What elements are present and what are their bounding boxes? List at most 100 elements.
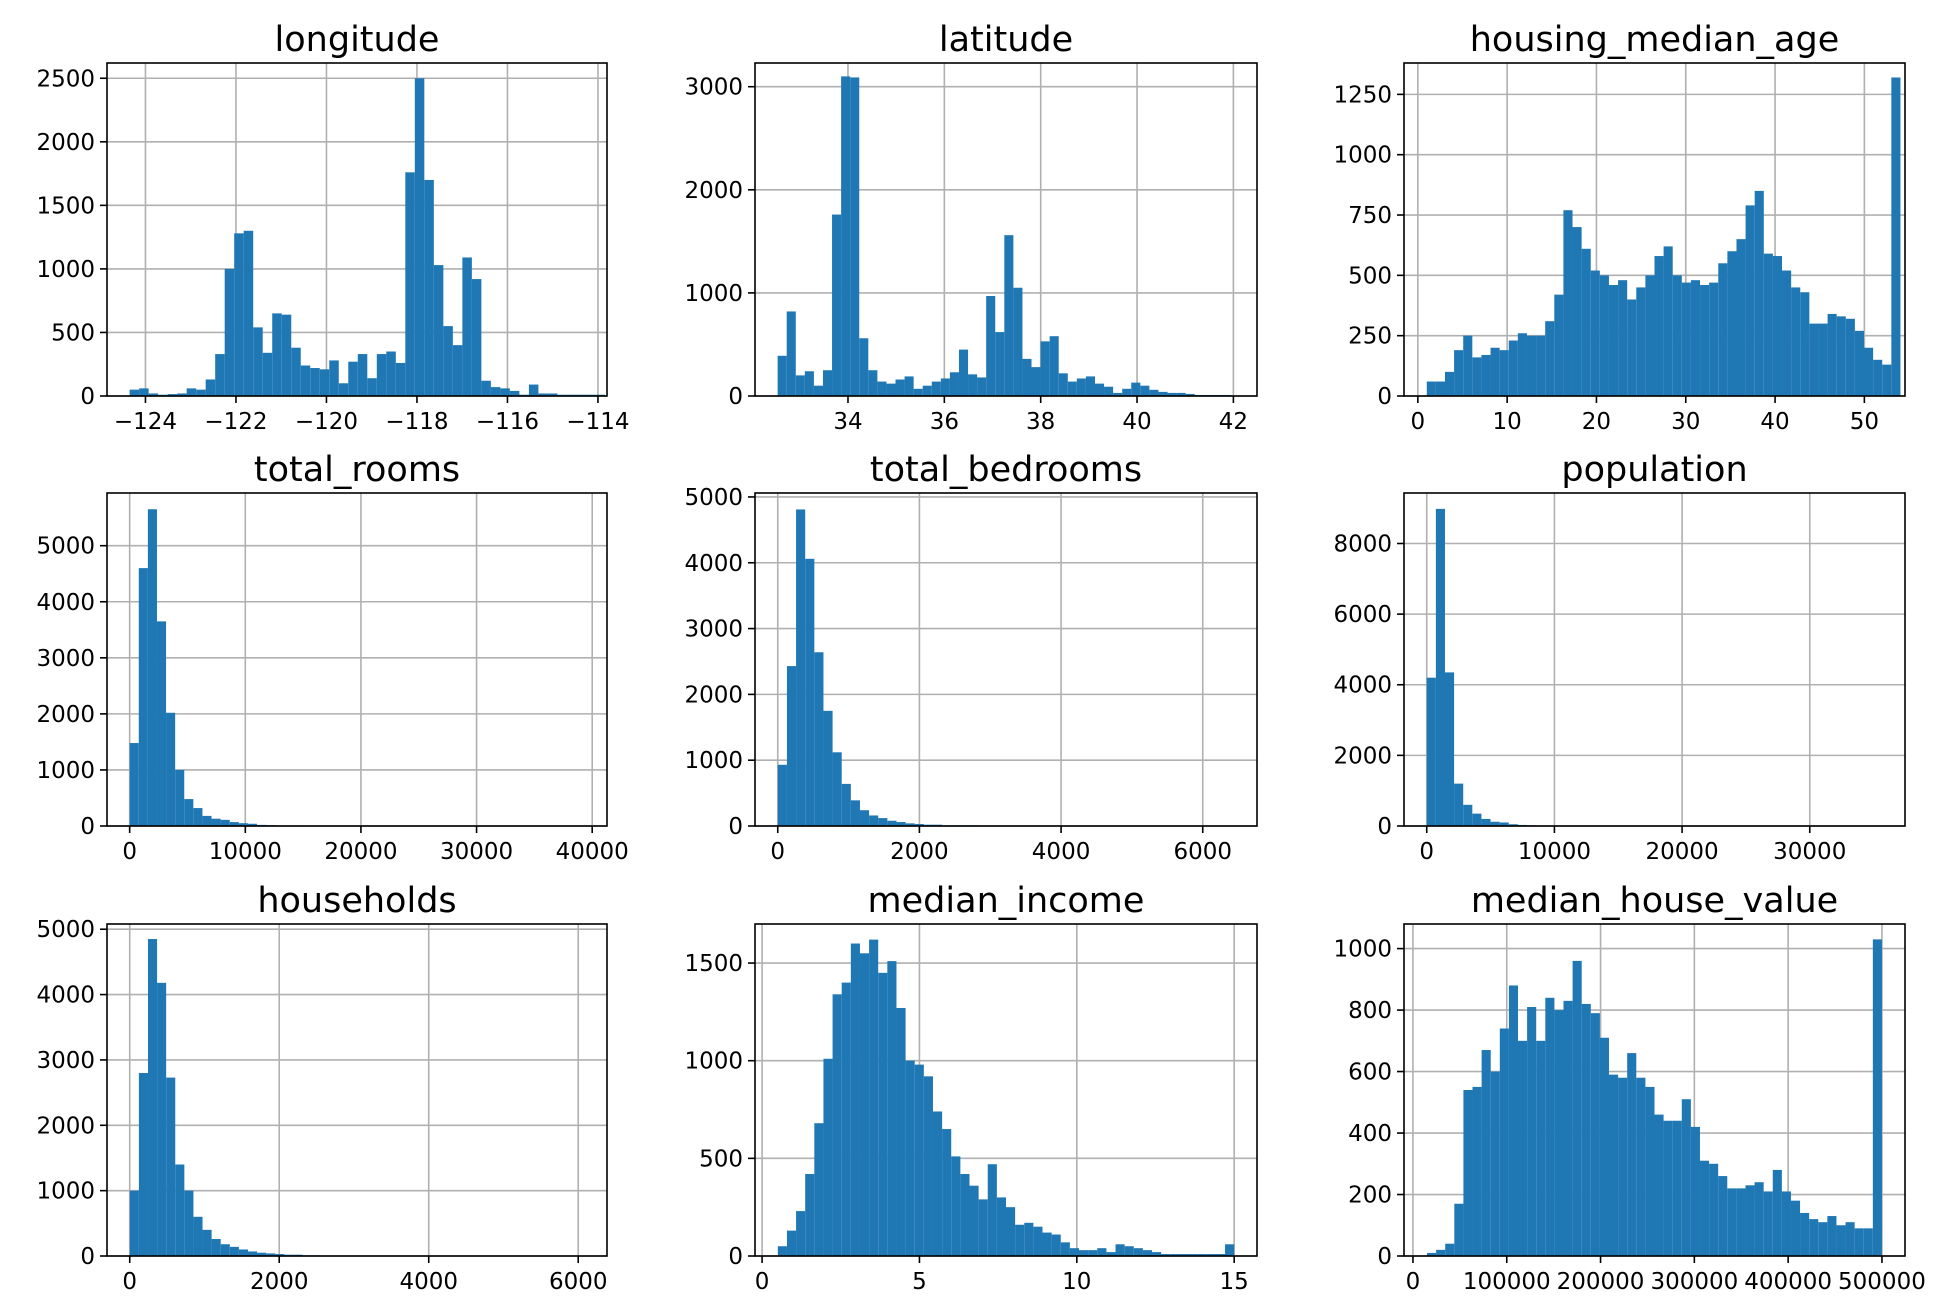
median-house-value-bar-38	[1772, 1169, 1782, 1256]
households-bar-12	[238, 1249, 248, 1256]
median-house-value-bar-3	[1454, 1203, 1464, 1256]
latitude-bar-20	[958, 349, 969, 396]
latitude-bar-24	[995, 332, 1005, 396]
median-income-bar-25	[1005, 1207, 1016, 1256]
median-income-bar-19	[951, 1156, 961, 1256]
latitude-title: latitude	[939, 20, 1073, 60]
median-income-bar-9	[859, 953, 870, 1256]
housing-median-age-bar-51	[1891, 77, 1901, 396]
median-income-xtick-label-1: 5	[912, 1269, 927, 1295]
total-bedrooms-bar-2	[796, 509, 806, 826]
latitude-xtick-label-2: 38	[1026, 409, 1055, 435]
longitude-bar-18	[300, 365, 311, 396]
housing-median-age-bar-27	[1672, 275, 1682, 396]
housing-median-age-ytick-label-3: 750	[1348, 203, 1392, 229]
households-axes-frame	[106, 923, 608, 1257]
population-bar-3	[1454, 783, 1464, 826]
median-income-bar-10	[869, 939, 879, 1256]
latitude-bar-36	[1104, 386, 1114, 396]
population-axes-frame	[1403, 492, 1906, 827]
median-income-bar-41	[1152, 1252, 1162, 1256]
median-income-bar-11	[878, 972, 888, 1256]
median-house-value-bar-23	[1636, 1077, 1646, 1256]
median-income-axes-frame	[754, 923, 1258, 1257]
median-income-bar-48	[1215, 1254, 1226, 1256]
housing-median-age-bar-6	[1481, 354, 1491, 396]
median-income-bar-7	[841, 982, 851, 1256]
longitude-bar-38	[490, 387, 501, 396]
total-bedrooms-bar-7	[841, 783, 851, 826]
total-bedrooms-ytick-label-3: 3000	[684, 617, 743, 643]
total-bedrooms-bar-5	[823, 710, 833, 826]
total-rooms-ytick-label-4: 4000	[36, 590, 95, 616]
total-rooms-ytick-label-0: 0	[80, 814, 95, 840]
median-house-value-bar-13	[1545, 997, 1555, 1256]
housing-median-age-bar-24	[1645, 275, 1655, 396]
longitude-bar-32	[433, 265, 444, 396]
longitude-xtick-label-3: −118	[385, 409, 448, 435]
total-bedrooms-xtick-label-0: 0	[770, 839, 785, 865]
population-ytick-label-2: 4000	[1333, 673, 1392, 699]
median-income-bar-26	[1015, 1224, 1025, 1256]
median-house-value-bar-20	[1608, 1074, 1619, 1256]
longitude-ytick-label-5: 2500	[36, 66, 95, 92]
longitude-bar-12	[243, 230, 254, 396]
median-income-bar-45	[1188, 1254, 1198, 1256]
housing-median-age-bar-16	[1572, 227, 1582, 396]
median-house-value-bar-44	[1827, 1216, 1837, 1256]
longitude-bar-30	[414, 78, 425, 397]
median-income-ytick-label-2: 1000	[684, 1049, 743, 1075]
median-income-bar-18	[942, 1129, 952, 1256]
total-bedrooms-bar-4	[814, 652, 824, 826]
housing-median-age-bar-41	[1800, 292, 1810, 396]
housing-median-age-xtick-label-4: 40	[1760, 409, 1789, 435]
total-rooms-bar-8	[202, 815, 212, 826]
total-bedrooms-ytick-label-5: 5000	[684, 485, 743, 511]
latitude-bar-31	[1058, 373, 1068, 396]
total-bedrooms-ytick-label-4: 4000	[684, 551, 743, 577]
median-house-value-bar-19	[1599, 1037, 1609, 1256]
median-income-ytick-label-0: 0	[728, 1244, 743, 1270]
longitude-bar-10	[224, 268, 235, 396]
housing-median-age-axes-frame	[1403, 62, 1906, 397]
housing-median-age-xtick-label-3: 30	[1671, 409, 1700, 435]
total-rooms-xtick-label-2: 20000	[324, 839, 397, 865]
housing-median-age-bar-32	[1718, 263, 1728, 396]
housing-median-age-bar-19	[1599, 275, 1609, 396]
longitude-bar-15	[272, 313, 282, 396]
housing-median-age-bar-33	[1727, 251, 1737, 396]
median-house-value-bar-49	[1872, 939, 1882, 1256]
housing-median-age-bar-34	[1736, 239, 1746, 396]
population-bar-1	[1435, 508, 1445, 826]
latitude-bar-28	[1031, 367, 1041, 396]
households-ytick-label-3: 3000	[36, 1048, 95, 1074]
housing-median-age-bar-46	[1845, 318, 1855, 396]
housing-median-age-bar-14	[1554, 294, 1564, 396]
households-panel: households 0 2000 4000 6000 0 1000 2000 3000 4000…	[36, 881, 608, 1295]
total-rooms-bar-11	[229, 822, 239, 826]
median-income-xtick-label-2: 10	[1062, 1269, 1091, 1295]
median-income-bar-21	[969, 1185, 979, 1256]
latitude-bar-33	[1076, 378, 1086, 396]
median-income-bar-2	[796, 1211, 806, 1256]
housing-median-age-bar-10	[1517, 333, 1527, 396]
median-income-bar-22	[978, 1199, 988, 1256]
median-house-value-bar-30	[1699, 1160, 1710, 1256]
total-bedrooms-bar-0	[777, 764, 787, 826]
housing-median-age-bar-18	[1590, 270, 1600, 396]
total-bedrooms-ytick-label-1: 1000	[684, 748, 743, 774]
median-house-value-bar-45	[1836, 1225, 1846, 1256]
total-rooms-title: total_rooms	[254, 450, 460, 490]
median-house-value-xtick-label-4: 400000	[1744, 1269, 1832, 1295]
housing-median-age-bar-36	[1754, 190, 1764, 396]
latitude-bar-43	[1167, 392, 1177, 396]
total-bedrooms-bar-15	[914, 824, 924, 826]
total-rooms-axes-frame	[106, 492, 608, 827]
housing-median-age-ytick-label-1: 250	[1348, 324, 1392, 350]
longitude-bar-42	[528, 384, 539, 396]
total-rooms-bar-13	[247, 823, 257, 826]
total-rooms-bar-2	[147, 509, 157, 826]
latitude-ytick-label-1: 1000	[684, 281, 743, 307]
housing-median-age-bar-47	[1854, 330, 1865, 396]
median-income-ytick-label-1: 500	[699, 1146, 743, 1172]
